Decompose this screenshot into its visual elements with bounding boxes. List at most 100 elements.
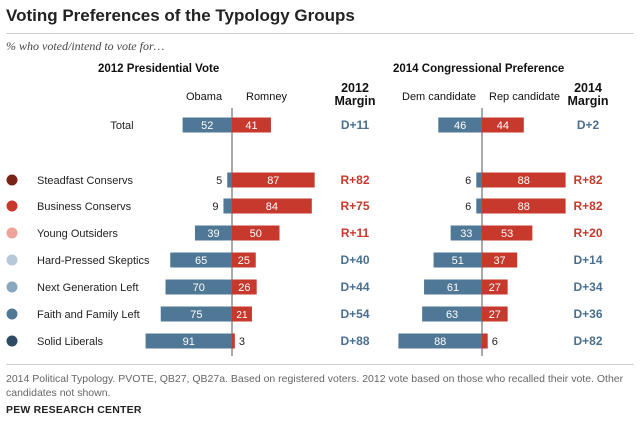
dem-bar bbox=[194, 225, 232, 241]
dem-value-label: 51 bbox=[452, 255, 464, 267]
left-section-title: 2012 Presidential Vote bbox=[98, 63, 220, 75]
dem-bar bbox=[160, 306, 232, 322]
dem-bar bbox=[476, 172, 482, 188]
margin-2014-header-year: 2014 bbox=[574, 81, 602, 95]
group-dot bbox=[6, 254, 18, 266]
dem-bar bbox=[145, 333, 232, 349]
margin-2014-header-label: Margin bbox=[567, 94, 609, 108]
rep-candidate-column-header: Rep candidate bbox=[489, 91, 560, 103]
rep-bar bbox=[482, 172, 566, 188]
rep-value-label: 84 bbox=[266, 201, 278, 213]
romney-column-header: Romney bbox=[246, 91, 287, 103]
margin-label: D+14 bbox=[573, 253, 602, 267]
dem-value-label: 6 bbox=[465, 175, 471, 187]
rep-value-label: 88 bbox=[518, 175, 530, 187]
chart-subtitle: % who voted/intend to vote for… bbox=[6, 39, 165, 53]
group-dot bbox=[6, 281, 18, 293]
dem-value-label: 6 bbox=[465, 201, 471, 213]
group-dot bbox=[6, 174, 18, 186]
dem-value-label: 65 bbox=[195, 255, 207, 267]
group-dot bbox=[6, 227, 18, 239]
dem-value-label: 33 bbox=[460, 228, 472, 240]
dem-bar bbox=[422, 306, 482, 322]
rep-value-label: 27 bbox=[489, 282, 501, 294]
dem-value-label: 70 bbox=[193, 282, 205, 294]
margin-label: D+54 bbox=[340, 307, 369, 321]
margin-label: R+20 bbox=[573, 226, 602, 240]
source-credit: PEW RESEARCH CENTER bbox=[6, 404, 142, 416]
category-label: Faith and Family Left bbox=[37, 309, 140, 321]
rep-bar bbox=[482, 117, 524, 133]
rep-bar bbox=[232, 172, 315, 188]
margin-label: R+82 bbox=[340, 173, 369, 187]
dem-bar bbox=[433, 252, 482, 268]
margin-2014-header: 2014 Margin bbox=[563, 82, 613, 108]
margin-label: D+40 bbox=[340, 253, 369, 267]
rep-value-label: 87 bbox=[267, 175, 279, 187]
dem-value-label: 61 bbox=[447, 282, 459, 294]
category-label: Total bbox=[110, 120, 133, 132]
dem-bar bbox=[165, 279, 232, 295]
rep-bar bbox=[232, 198, 312, 214]
dem-value-label: 39 bbox=[207, 228, 219, 240]
rep-bar bbox=[232, 252, 256, 268]
rep-bar bbox=[482, 279, 508, 295]
category-label: Hard-Pressed Skeptics bbox=[37, 255, 150, 267]
rep-value-label: 21 bbox=[236, 310, 248, 321]
group-dot bbox=[6, 308, 18, 320]
obama-column-header: Obama bbox=[186, 91, 223, 103]
margin-label: D+82 bbox=[573, 334, 602, 348]
dem-bar bbox=[438, 117, 482, 133]
rep-value-label: 53 bbox=[501, 228, 513, 240]
margin-label: D+88 bbox=[340, 334, 369, 348]
dem-bar bbox=[450, 225, 482, 241]
category-label: Solid Liberals bbox=[37, 336, 104, 348]
dem-bar bbox=[223, 198, 232, 214]
dem-bar bbox=[182, 117, 232, 133]
margin-label: R+11 bbox=[341, 226, 370, 240]
rep-bar bbox=[482, 198, 566, 214]
dem-value-label: 88 bbox=[434, 336, 446, 348]
rep-value-label: 50 bbox=[250, 228, 262, 240]
margin-label: D+36 bbox=[573, 307, 602, 321]
rep-value-label: 41 bbox=[245, 120, 257, 132]
dem-value-label: 52 bbox=[201, 120, 213, 132]
margin-2012-header-label: Margin bbox=[334, 94, 376, 108]
dem-candidate-column-header: Dem candidate bbox=[402, 91, 476, 103]
rep-bar bbox=[232, 333, 235, 349]
dem-bar bbox=[398, 333, 482, 349]
margin-label: D+11 bbox=[341, 118, 370, 132]
dem-value-label: 9 bbox=[212, 201, 218, 213]
rep-bar bbox=[482, 225, 533, 241]
rep-bar bbox=[232, 306, 252, 322]
rep-bar bbox=[482, 333, 488, 349]
margin-label: D+2 bbox=[577, 118, 600, 132]
rep-bar bbox=[232, 117, 271, 133]
category-label: Young Outsiders bbox=[37, 228, 118, 240]
rep-value-label: 88 bbox=[518, 201, 530, 213]
dem-bar bbox=[227, 172, 232, 188]
dem-bar bbox=[476, 198, 482, 214]
rep-value-label: 44 bbox=[497, 120, 509, 132]
margin-label: R+82 bbox=[573, 173, 602, 187]
margin-label: D+34 bbox=[573, 280, 602, 294]
dem-value-label: 46 bbox=[454, 120, 466, 132]
dem-bar bbox=[170, 252, 232, 268]
title-rule bbox=[6, 33, 634, 34]
margin-2012-header: 2012 Margin bbox=[330, 82, 380, 108]
dem-bar bbox=[424, 279, 482, 295]
rep-value-label: 26 bbox=[238, 282, 250, 294]
dem-value-label: 91 bbox=[183, 336, 195, 348]
rep-bar bbox=[232, 279, 257, 295]
rep-bar bbox=[232, 225, 280, 241]
rep-value-label: 25 bbox=[238, 255, 250, 267]
footer-rule bbox=[6, 364, 634, 365]
margin-label: D+44 bbox=[340, 280, 369, 294]
right-section-title: 2014 Congressional Preference bbox=[393, 63, 565, 75]
dem-value-label: 63 bbox=[446, 309, 458, 321]
chart-title: Voting Preferences of the Typology Group… bbox=[6, 6, 355, 25]
margin-2012-header-year: 2012 bbox=[341, 81, 369, 95]
dem-value-label: 5 bbox=[216, 175, 222, 187]
